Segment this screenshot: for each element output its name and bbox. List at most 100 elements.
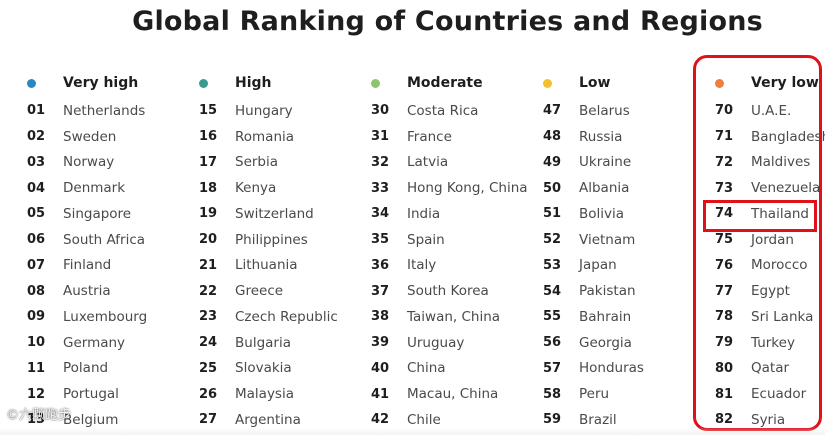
rank-number: 02 [27, 129, 46, 145]
ranking-entry: 25 Slovakia [199, 356, 369, 382]
rank-number: 55 [543, 309, 562, 325]
rank-number: 73 [715, 180, 734, 196]
country-name: Bahrain [579, 308, 632, 325]
column-header: Very high [27, 72, 197, 94]
ranking-entry: 11 Poland [27, 356, 197, 382]
column-header: Very low [715, 72, 825, 94]
country-name: China [407, 360, 446, 377]
rank-number: 01 [27, 103, 46, 119]
ranking-entry: 52 Vietnam [543, 227, 713, 253]
ranking-entry: 57 Honduras [543, 356, 713, 382]
country-name: Spain [407, 231, 445, 248]
country-name: Belgium [63, 411, 119, 428]
rank-number: 33 [371, 180, 390, 196]
rank-number: 32 [371, 154, 390, 170]
rank-number: 15 [199, 103, 218, 119]
ranking-entry: 15 Hungary [199, 98, 369, 124]
level-dot-icon [715, 78, 724, 88]
rank-number: 59 [543, 412, 562, 428]
ranking-entry: 06 South Africa [27, 227, 197, 253]
ranking-entry: 17 Serbia [199, 150, 369, 176]
ranking-column: Very low 70 U.A.E. 71 Bangladesh 72 Maldives 73… [715, 72, 825, 433]
ranking-column: Very high 01 Netherlands 02 Sweden 03 Norway 04… [27, 72, 197, 433]
country-name: Poland [63, 360, 109, 377]
country-name: Qatar [751, 360, 790, 377]
rank-number: 47 [543, 103, 562, 119]
ranking-entry: 35 Spain [371, 227, 541, 253]
country-name: Serbia [235, 154, 279, 171]
rank-number: 37 [371, 283, 390, 299]
rank-number: 06 [27, 232, 46, 248]
country-name: Jordan [751, 231, 794, 248]
country-name: Norway [63, 154, 115, 171]
ranking-entry: 53 Japan [543, 253, 713, 279]
rank-number: 53 [543, 257, 562, 273]
country-name: Ukraine [579, 154, 632, 171]
ranking-entry: 37 South Korea [371, 278, 541, 304]
ranking-entry: 21 Lithuania [199, 253, 369, 279]
ranking-entry: 08 Austria [27, 278, 197, 304]
rank-number: 08 [27, 283, 46, 299]
ranking-entry: 03 Norway [27, 150, 197, 176]
ranking-list: 15 Hungary 16 Romania 17 Serbia 18 Kenya 19 Switz… [199, 98, 369, 433]
country-name: Greece [235, 283, 284, 300]
rank-number: 12 [27, 386, 46, 402]
rank-number: 76 [715, 257, 734, 273]
rank-number: 51 [543, 206, 562, 222]
rank-number: 38 [371, 309, 390, 325]
ranking-entry: 22 Greece [199, 278, 369, 304]
rank-number: 80 [715, 360, 734, 376]
ranking-list: 30 Costa Rica 31 France 32 Latvia 33 Hong Kong,… [371, 98, 541, 433]
country-name: Belarus [579, 102, 630, 119]
rank-number: 07 [27, 257, 46, 273]
page-title: Global Ranking of Countries and Regions [132, 6, 763, 37]
country-name: Turkey [751, 334, 795, 351]
ranking-entry: 01 Netherlands [27, 98, 197, 124]
ranking-entry: 81 Ecuador [715, 381, 825, 407]
country-name: Taiwan, China [407, 308, 501, 325]
rank-number: 41 [371, 386, 390, 402]
country-name: Venezuela [751, 180, 821, 197]
ranking-entry: 72 Maldives [715, 150, 825, 176]
level-dot-icon [543, 78, 552, 88]
rank-number: 71 [715, 129, 734, 145]
ranking-entry: 19 Switzerland [199, 201, 369, 227]
ranking-entry: 13 Belgium [27, 407, 197, 433]
ranking-entry: 42 Chile [371, 407, 541, 433]
ranking-entry: 82 Syria [715, 407, 825, 433]
country-name: Lithuania [235, 257, 298, 274]
level-dot-icon [199, 78, 208, 88]
rank-number: 13 [27, 412, 46, 428]
watermark: ©六颗跑步 [6, 408, 72, 423]
rank-number: 81 [715, 386, 734, 402]
rank-number: 54 [543, 283, 562, 299]
country-name: Japan [579, 257, 617, 274]
country-name: Vietnam [579, 231, 636, 248]
ranking-entry: 33 Hong Kong, China [371, 175, 541, 201]
rank-number: 78 [715, 309, 734, 325]
ranking-entry: 32 Latvia [371, 150, 541, 176]
country-name: Luxembourg [63, 308, 148, 325]
ranking-column: High 15 Hungary 16 Romania 17 Serbia 18 Kenya 19 S… [199, 72, 369, 433]
country-name: South Korea [407, 283, 489, 300]
level-label: Moderate [407, 75, 483, 91]
ranking-entry: 47 Belarus [543, 98, 713, 124]
rank-number: 42 [371, 412, 390, 428]
rank-number: 74 [715, 206, 734, 222]
rank-number: 21 [199, 257, 218, 273]
ranking-entry: 20 Philippines [199, 227, 369, 253]
ranking-entry: 05 Singapore [27, 201, 197, 227]
rank-number: 24 [199, 335, 218, 351]
ranking-entry: 36 Italy [371, 253, 541, 279]
ranking-entry: 02 Sweden [27, 124, 197, 150]
rank-number: 04 [27, 180, 46, 196]
country-name: Hungary [235, 102, 293, 119]
ranking-entry: 07 Finland [27, 253, 197, 279]
rank-number: 56 [543, 335, 562, 351]
country-name: Russia [579, 128, 623, 145]
rank-number: 30 [371, 103, 390, 119]
country-name: Czech Republic [235, 308, 338, 325]
column-header: High [199, 72, 369, 94]
ranking-entry: 78 Sri Lanka [715, 304, 825, 330]
ranking-entry: 38 Taiwan, China [371, 304, 541, 330]
